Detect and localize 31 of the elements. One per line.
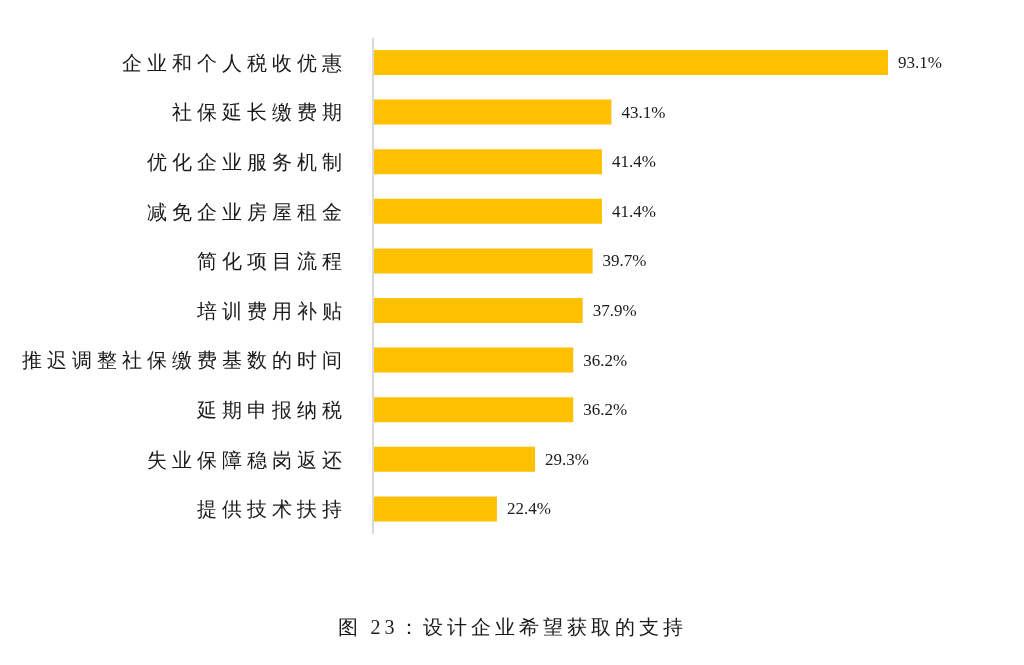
y-tick-label: 企业和个人税收优惠 [122, 51, 347, 74]
y-tick-label: 减免企业房屋租金 [147, 200, 347, 223]
bar [373, 248, 593, 274]
y-tick-label: 培训费用补贴 [196, 299, 347, 322]
bar [373, 298, 583, 323]
bar [373, 149, 603, 175]
y-tick-label: 简化项目流程 [197, 250, 347, 273]
bar [373, 198, 603, 224]
data-label: 43.1% [621, 102, 666, 122]
y-tick-label: 社保延长缴费期 [172, 101, 347, 124]
text: 图 23：设计企业希望获取的支持 [336, 615, 688, 640]
y-tick-label: 提供技术扶持 [197, 498, 347, 521]
y-tick-label: 优化企业服务机制 [147, 151, 347, 173]
data-label: 36.2% [583, 400, 628, 420]
bar [373, 397, 574, 423]
bar [373, 446, 536, 472]
bar [373, 347, 574, 373]
y-tick-label: 推迟调整社保缴费基数的时间 [22, 349, 347, 372]
data-label: 36.2% [583, 350, 628, 370]
y-tick-label: 延期申报纳税 [196, 399, 347, 421]
bar [373, 99, 612, 125]
bar [373, 496, 497, 522]
data-label: 41.4% [612, 201, 656, 221]
data-label: 41.4% [612, 152, 656, 172]
data-label: 22.4% [506, 499, 551, 519]
y-tick-label: 失业保障稳岗返还 [147, 448, 347, 471]
bar [373, 50, 888, 75]
data-label: 39.7% [602, 251, 647, 271]
data-label: 93.1% [898, 53, 942, 72]
data-label: 29.3% [545, 449, 589, 469]
data-label: 37.9% [592, 301, 637, 320]
